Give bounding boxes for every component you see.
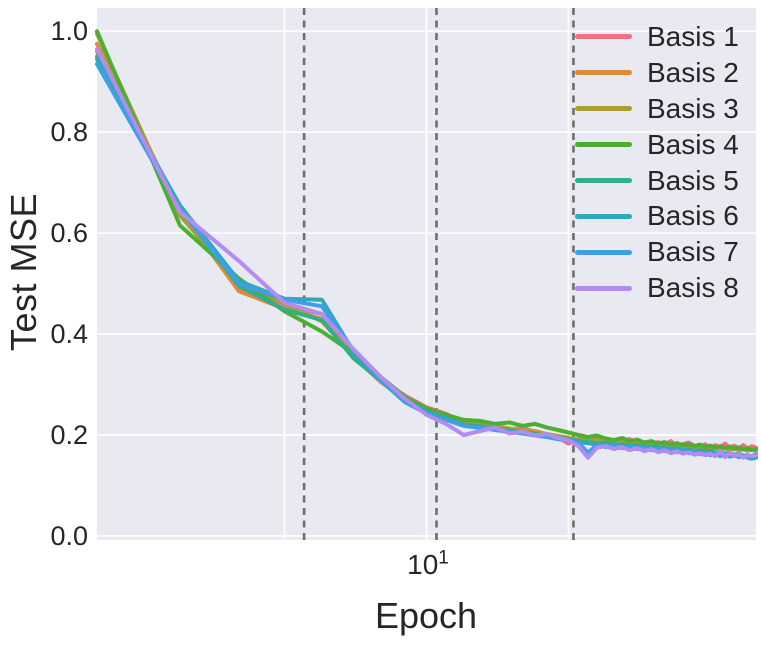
legend-label: Basis 3: [647, 92, 739, 124]
series-line-basis-8: [95, 46, 758, 460]
legend-item-basis-8: Basis 8: [575, 270, 739, 306]
legend-item-basis-3: Basis 3: [575, 91, 739, 127]
legend-item-basis-7: Basis 7: [575, 234, 739, 270]
legend-label: Basis 6: [647, 200, 739, 232]
legend-swatch: [575, 106, 632, 112]
x-tick-exponent: 1: [438, 547, 449, 569]
series-lines: [95, 29, 758, 461]
legend-swatch: [575, 34, 632, 40]
legend-label: Basis 2: [647, 56, 739, 88]
legend-item-basis-6: Basis 6: [575, 198, 739, 234]
legend-item-basis-2: Basis 2: [575, 55, 739, 91]
legend-swatch: [575, 249, 632, 255]
legend-swatch: [575, 178, 632, 183]
legend-label: Basis 5: [647, 164, 739, 196]
y-tick-label: 1.0: [50, 16, 88, 47]
legend-item-basis-5: Basis 5: [575, 163, 739, 199]
y-tick-label: 0.6: [50, 218, 88, 249]
x-axis-label: Epoch: [374, 595, 478, 636]
series-line-basis-4: [95, 29, 758, 452]
y-tick-label: 0.0: [50, 520, 88, 551]
legend-label: Basis 4: [647, 128, 739, 160]
y-tick-label: 0.2: [50, 420, 88, 450]
legend: Basis 1 Basis 2 Basis 3 Basis 4 Basis 5 Basis…: [575, 19, 739, 306]
legend-item-basis-4: Basis 4: [575, 127, 739, 163]
y-tick-label: 0.4: [50, 319, 88, 350]
legend-label: Basis 7: [647, 236, 739, 268]
legend-label: Basis 1: [647, 20, 739, 52]
legend-swatch: [575, 213, 632, 219]
legend-item-basis-1: Basis 1: [575, 19, 739, 55]
y-tick-label: 0.8: [50, 117, 88, 148]
x-tick-label: 101: [407, 549, 449, 581]
x-tick-base: 10: [407, 549, 439, 580]
legend-swatch: [575, 142, 632, 148]
legend-swatch: [575, 70, 632, 76]
legend-label: Basis 8: [647, 272, 739, 304]
phase-boundary-lines: [302, 8, 575, 540]
legend-swatch: [575, 285, 632, 291]
